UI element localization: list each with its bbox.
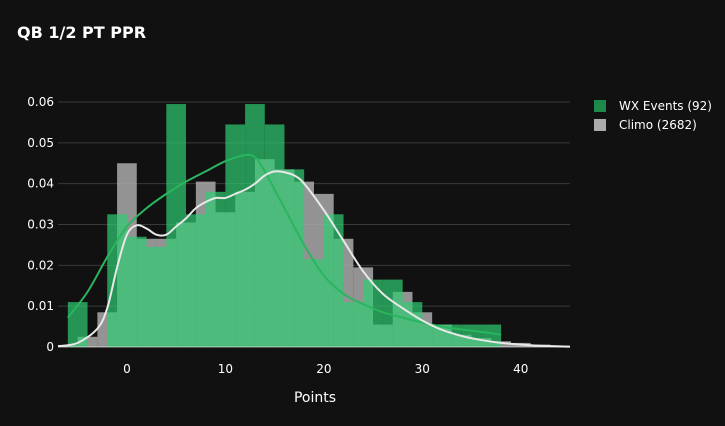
wx-events-bar	[343, 302, 364, 347]
histogram-bars	[58, 104, 570, 348]
legend-item-wx-events[interactable]: WX Events (92)	[594, 96, 712, 115]
wx-events-bar	[481, 324, 502, 347]
x-tick-label: 20	[316, 362, 331, 376]
y-tick-label: 0.03	[27, 218, 54, 232]
wx-events-bar	[323, 214, 344, 347]
y-tick-label: 0.05	[27, 136, 54, 150]
wx-events-bar	[442, 324, 462, 347]
chart-title: QB 1/2 PT PPR	[17, 23, 147, 42]
legend: WX Events (92) Climo (2682)	[594, 96, 712, 134]
y-tick-label: 0.02	[27, 258, 54, 272]
legend-label-climo: Climo (2682)	[619, 117, 697, 132]
wx-events-bars	[67, 104, 502, 348]
wx-events-bar	[422, 324, 442, 347]
legend-swatch-climo	[594, 118, 606, 131]
legend-swatch-wx-events	[594, 99, 606, 112]
wx-events-bar	[264, 124, 285, 347]
x-tick-label: 40	[513, 362, 528, 376]
axes: 0 0.01 0.02 0.03 0.04 0.05 0.06 0 10 20 30 40	[27, 95, 570, 376]
y-tick-label: 0.06	[27, 95, 54, 109]
x-axis-label: Points	[294, 390, 336, 406]
climo-kde-line	[57, 170, 571, 348]
wx-events-bar	[126, 236, 147, 347]
wx-events-bar	[402, 302, 423, 347]
wx-events-bar	[304, 259, 324, 347]
wx-events-bar	[205, 191, 226, 347]
wx-events-bar	[245, 104, 265, 348]
kde-curves	[57, 153, 571, 348]
x-tick-label: 0	[123, 362, 131, 376]
wx-events-bar	[284, 169, 305, 347]
legend-item-climo[interactable]: Climo (2682)	[594, 115, 712, 134]
legend-label-wx-events: WX Events (92)	[619, 98, 712, 113]
x-tick-label: 10	[218, 362, 233, 376]
wx-events-bar	[107, 214, 127, 347]
y-tick-label: 0	[46, 340, 54, 354]
wx-events-bar	[363, 279, 383, 347]
y-tick-label: 0.01	[27, 299, 54, 313]
wx-events-bar	[67, 302, 88, 347]
x-tick-label: 30	[415, 362, 430, 376]
wx-events-bar	[225, 124, 246, 347]
wx-events-bar	[186, 214, 206, 347]
y-tick-label: 0.04	[27, 177, 54, 191]
wx-events-bar	[382, 279, 403, 347]
wx-events-kde-line	[67, 153, 502, 336]
wx-events-bar	[146, 246, 167, 347]
